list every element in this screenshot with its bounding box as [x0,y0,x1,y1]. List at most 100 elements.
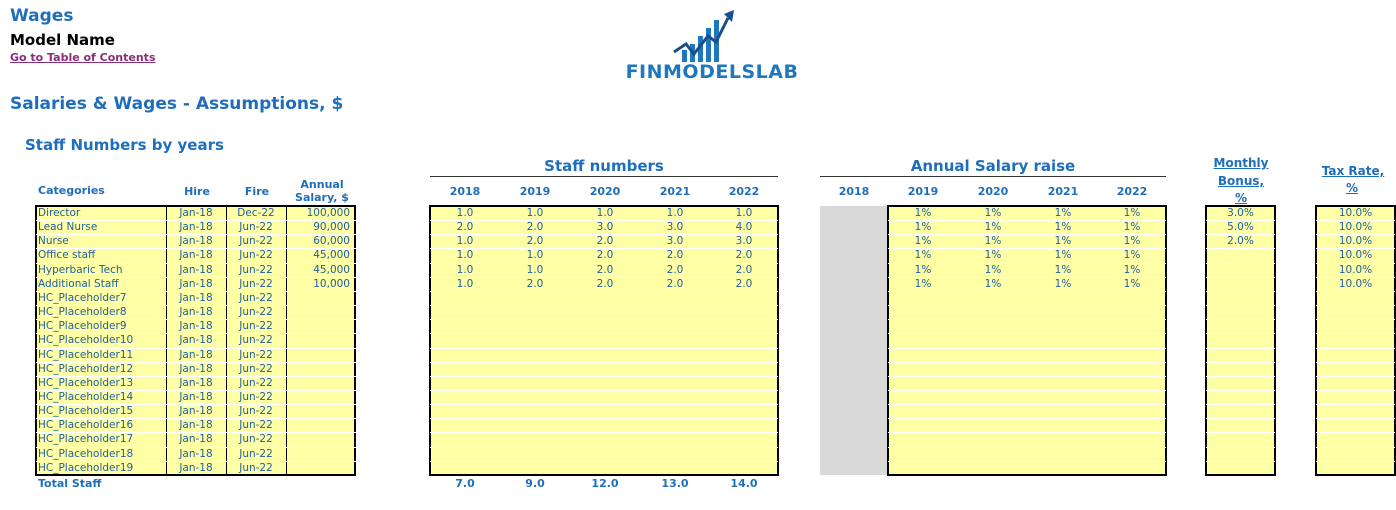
salary-raise-cell[interactable] [888,418,958,432]
salary-raise-cell[interactable] [888,390,958,404]
salary-raise-cell[interactable] [958,447,1028,461]
staff-count-cell[interactable] [640,404,710,418]
salary-raise-cell[interactable]: 1% [1054,277,1072,290]
staff-count-cell[interactable] [640,319,710,333]
staff-count-cell[interactable]: 2.0 [596,277,614,290]
salary-raise-cell[interactable]: 1% [984,263,1002,276]
category-cell[interactable]: HC_Placeholder19 [38,461,134,474]
staff-count-cell[interactable] [710,362,778,376]
staff-count-cell[interactable] [710,319,778,333]
staff-count-cell[interactable] [640,333,710,347]
hire-cell[interactable]: Jan-18 [179,362,213,375]
salary-raise-cell[interactable]: 1% [1054,263,1072,276]
bonus-cell[interactable] [1206,263,1275,277]
staff-count-cell[interactable]: 1.0 [456,249,474,262]
bonus-cell[interactable]: 5.0% [1227,221,1254,234]
staff-count-cell[interactable] [430,390,500,404]
staff-count-cell[interactable] [570,348,640,362]
staff-count-cell[interactable] [710,461,778,475]
staff-count-cell[interactable]: 1.0 [456,277,474,290]
tax-rate-cell[interactable]: 10.0% [1338,277,1373,290]
staff-count-cell[interactable] [570,461,640,475]
staff-count-cell[interactable] [640,362,710,376]
salary-raise-cell[interactable]: 1% [914,249,932,262]
staff-count-cell[interactable] [430,461,500,475]
salary-cell[interactable] [288,390,350,404]
fire-cell[interactable]: Jun-22 [239,291,273,304]
bonus-cell[interactable] [1206,362,1275,376]
staff-count-cell[interactable] [710,305,778,319]
category-cell[interactable]: HC_Placeholder13 [38,376,134,389]
staff-count-cell[interactable]: 2.0 [596,249,614,262]
staff-count-cell[interactable] [500,333,570,347]
salary-cell[interactable]: 45,000 [313,249,350,262]
fire-cell[interactable]: Jun-22 [239,334,273,347]
salary-raise-cell[interactable] [1028,404,1098,418]
staff-count-cell[interactable]: 2.0 [596,263,614,276]
hire-cell[interactable]: Jan-18 [179,461,213,474]
salary-raise-cell[interactable] [958,404,1028,418]
staff-count-cell[interactable] [640,447,710,461]
salary-raise-cell[interactable] [1098,390,1166,404]
hire-cell[interactable]: Jan-18 [179,348,213,361]
staff-count-cell[interactable] [710,376,778,390]
staff-count-cell[interactable] [430,432,500,446]
bonus-cell[interactable] [1206,291,1275,305]
staff-count-cell[interactable]: 2.0 [735,249,753,262]
staff-count-cell[interactable] [570,432,640,446]
tax-rate-cell[interactable] [1316,348,1395,362]
salary-cell[interactable] [288,319,350,333]
staff-count-cell[interactable] [500,291,570,305]
tax-rate-cell[interactable]: 10.0% [1338,235,1373,248]
hire-cell[interactable]: Jan-18 [179,334,213,347]
fire-cell[interactable]: Dec-22 [237,207,275,219]
staff-count-cell[interactable] [430,291,500,305]
hire-cell[interactable]: Jan-18 [179,277,213,290]
salary-raise-cell[interactable]: 1% [1054,235,1072,248]
tax-rate-cell[interactable] [1316,319,1395,333]
salary-raise-cell[interactable] [958,362,1028,376]
hire-cell[interactable]: Jan-18 [179,447,213,460]
staff-count-cell[interactable] [570,291,640,305]
salary-raise-cell[interactable] [1098,432,1166,446]
staff-count-cell[interactable]: 3.0 [666,235,684,248]
bonus-cell[interactable] [1206,461,1275,475]
tax-rate-cell[interactable]: 10.0% [1338,263,1373,276]
salary-raise-cell[interactable] [958,376,1028,390]
staff-count-cell[interactable] [500,305,570,319]
salary-raise-cell[interactable] [1098,418,1166,432]
staff-count-cell[interactable] [710,418,778,432]
category-cell[interactable]: HC_Placeholder15 [38,405,134,418]
salary-cell[interactable]: 45,000 [313,263,350,276]
staff-count-cell[interactable] [710,447,778,461]
salary-cell[interactable]: 60,000 [313,235,350,248]
tax-rate-cell[interactable] [1316,461,1395,475]
bonus-cell[interactable] [1206,404,1275,418]
category-cell[interactable]: HC_Placeholder12 [38,362,134,375]
salary-cell[interactable] [288,305,350,319]
bonus-cell[interactable] [1206,376,1275,390]
salary-raise-cell[interactable] [1028,390,1098,404]
salary-raise-cell[interactable] [888,305,958,319]
salary-raise-cell[interactable]: 1% [1054,207,1072,219]
category-cell[interactable]: HC_Placeholder9 [38,320,127,333]
staff-count-cell[interactable] [570,447,640,461]
category-cell[interactable]: Office staff [38,249,96,262]
hire-cell[interactable]: Jan-18 [179,405,213,418]
staff-count-cell[interactable] [500,461,570,475]
salary-raise-cell[interactable] [888,376,958,390]
category-cell[interactable]: HC_Placeholder14 [38,390,134,403]
salary-raise-cell[interactable] [1028,376,1098,390]
salary-raise-cell[interactable]: 1% [1123,207,1141,219]
bonus-cell[interactable] [1206,333,1275,347]
staff-count-cell[interactable] [640,418,710,432]
salary-raise-cell[interactable] [1098,376,1166,390]
hire-cell[interactable]: Jan-18 [179,390,213,403]
category-cell[interactable]: HC_Placeholder10 [38,334,134,347]
tax-rate-cell[interactable] [1316,404,1395,418]
salary-cell[interactable]: 100,000 [306,207,350,219]
staff-count-cell[interactable]: 2.0 [526,235,544,248]
category-cell[interactable]: Director [38,207,81,219]
bonus-cell[interactable] [1206,432,1275,446]
salary-raise-cell[interactable]: 1% [1123,235,1141,248]
